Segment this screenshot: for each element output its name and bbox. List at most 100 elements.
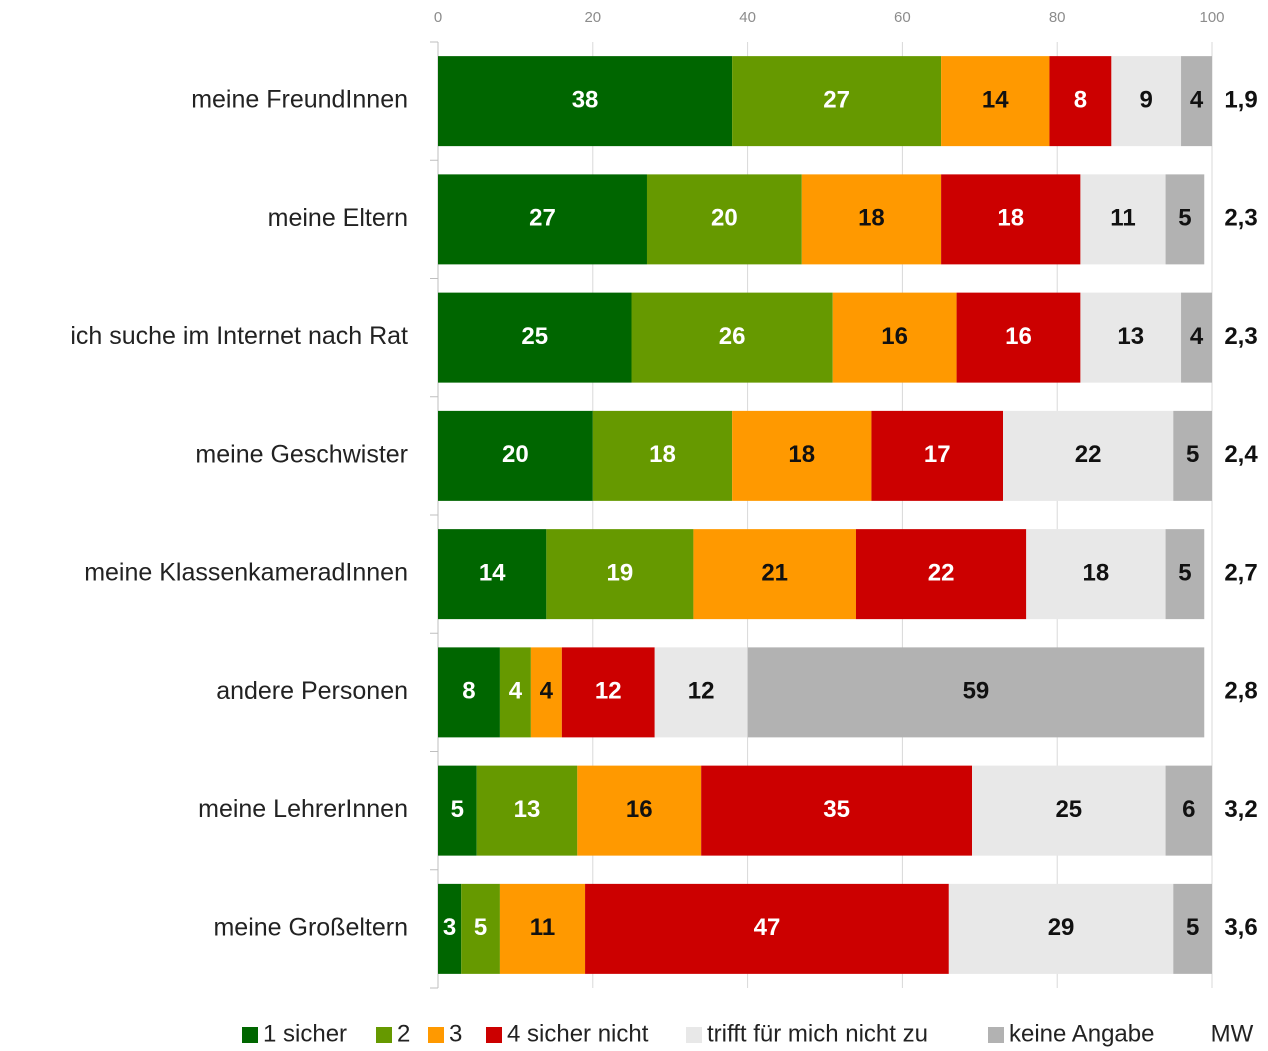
data-label: 6 — [1182, 796, 1195, 823]
bar-segment — [585, 883, 949, 974]
bar-segment — [438, 56, 733, 147]
bar-segment — [701, 765, 973, 856]
bar-segment — [747, 647, 1205, 738]
data-label: 12 — [595, 678, 622, 705]
bar-segment — [577, 765, 702, 856]
data-label: 13 — [1117, 323, 1144, 350]
data-label: 5 — [474, 914, 487, 941]
data-label: 5 — [1178, 559, 1191, 586]
bar-segment — [941, 174, 1081, 265]
bar-segment — [461, 883, 500, 974]
bar-segment — [1003, 410, 1174, 501]
category-label: meine KlassenkameradInnen — [84, 559, 408, 587]
data-label: 13 — [514, 796, 541, 823]
data-label: 18 — [1083, 559, 1110, 586]
bar-segment — [654, 647, 748, 738]
bar-segment — [1165, 765, 1212, 856]
mean-label: 2,3 — [1224, 205, 1257, 232]
x-tick-label: 100 — [1199, 9, 1224, 26]
x-tick-label: 0 — [434, 9, 442, 26]
bar-segment — [1165, 529, 1205, 620]
data-label: 17 — [924, 441, 951, 468]
bar-segment — [1111, 56, 1182, 147]
data-label: 29 — [1048, 914, 1075, 941]
bar-segment — [1080, 292, 1182, 383]
data-label: 22 — [1075, 441, 1102, 468]
data-label: 26 — [719, 323, 746, 350]
bar-segment — [438, 883, 462, 974]
legend-label: keine Angabe — [1009, 1020, 1154, 1047]
x-tick-label: 80 — [1049, 9, 1066, 26]
bar-segment — [1026, 529, 1166, 620]
data-label: 22 — [928, 559, 955, 586]
data-label: 11 — [530, 914, 555, 941]
data-label: 3 — [443, 914, 456, 941]
mean-label: 2,4 — [1224, 441, 1258, 468]
data-label: 59 — [963, 678, 990, 705]
legend-label: 4 sicher nicht — [507, 1020, 649, 1047]
mean-label: 3,2 — [1224, 796, 1257, 823]
legend-swatch — [242, 1027, 258, 1043]
data-label: 11 — [1110, 205, 1135, 232]
bar-segment — [438, 647, 500, 738]
bar-segment — [476, 765, 578, 856]
bar-segment — [801, 174, 942, 265]
data-label: 4 — [540, 678, 554, 705]
legend-swatch — [376, 1027, 392, 1043]
bar-segment — [438, 410, 593, 501]
data-label: 4 — [1190, 86, 1204, 113]
legend-swatch — [486, 1027, 502, 1043]
data-label: 19 — [607, 559, 634, 586]
mean-label: 2,3 — [1224, 323, 1257, 350]
legend-label: 2 — [397, 1020, 410, 1047]
data-label: 14 — [982, 86, 1009, 113]
bar-segment — [693, 529, 856, 620]
bar-segment — [1080, 174, 1166, 265]
mean-label: 3,6 — [1224, 914, 1257, 941]
legend-swatch — [988, 1027, 1004, 1043]
data-label: 18 — [649, 441, 676, 468]
data-label: 5 — [451, 796, 464, 823]
bar-segment — [646, 174, 802, 265]
bar-segment — [592, 410, 733, 501]
data-label: 8 — [462, 678, 475, 705]
data-label: 5 — [1178, 205, 1191, 232]
mean-label: 2,8 — [1224, 678, 1257, 705]
bar-segment — [631, 292, 833, 383]
bar-segment — [972, 765, 1166, 856]
data-label: 16 — [626, 796, 653, 823]
data-label: 27 — [529, 205, 556, 232]
bar-segment — [438, 174, 647, 265]
data-label: 9 — [1140, 86, 1153, 113]
bar-segment — [871, 410, 1004, 501]
legend-swatch — [686, 1027, 702, 1043]
data-label: 18 — [997, 205, 1024, 232]
bar-segment — [1049, 56, 1112, 147]
category-label: meine Eltern — [268, 204, 408, 232]
category-label: ich suche im Internet nach Rat — [70, 322, 408, 350]
bar-segment — [732, 410, 872, 501]
data-label: 20 — [502, 441, 529, 468]
mean-label: 2,7 — [1224, 559, 1257, 586]
bar-segment — [1181, 292, 1212, 383]
bar-segment — [832, 292, 957, 383]
data-label: 47 — [754, 914, 781, 941]
bar-segment — [1173, 883, 1212, 974]
data-label: 4 — [1190, 323, 1204, 350]
legend-label: trifft für mich nicht zu — [707, 1020, 928, 1047]
data-label: 18 — [858, 205, 885, 232]
category-label: meine LehrerInnen — [198, 795, 408, 823]
bar-segment — [561, 647, 655, 738]
category-label: meine FreundInnen — [191, 86, 408, 114]
x-tick-label: 60 — [894, 9, 911, 26]
data-label: 27 — [823, 86, 850, 113]
data-label: 8 — [1074, 86, 1087, 113]
data-label: 21 — [761, 559, 788, 586]
bar-segment — [438, 292, 632, 383]
data-label: 38 — [572, 86, 599, 113]
bar-segment — [438, 529, 547, 620]
bar-segment — [948, 883, 1174, 974]
x-tick-label: 20 — [584, 9, 601, 26]
bar-segment — [546, 529, 694, 620]
